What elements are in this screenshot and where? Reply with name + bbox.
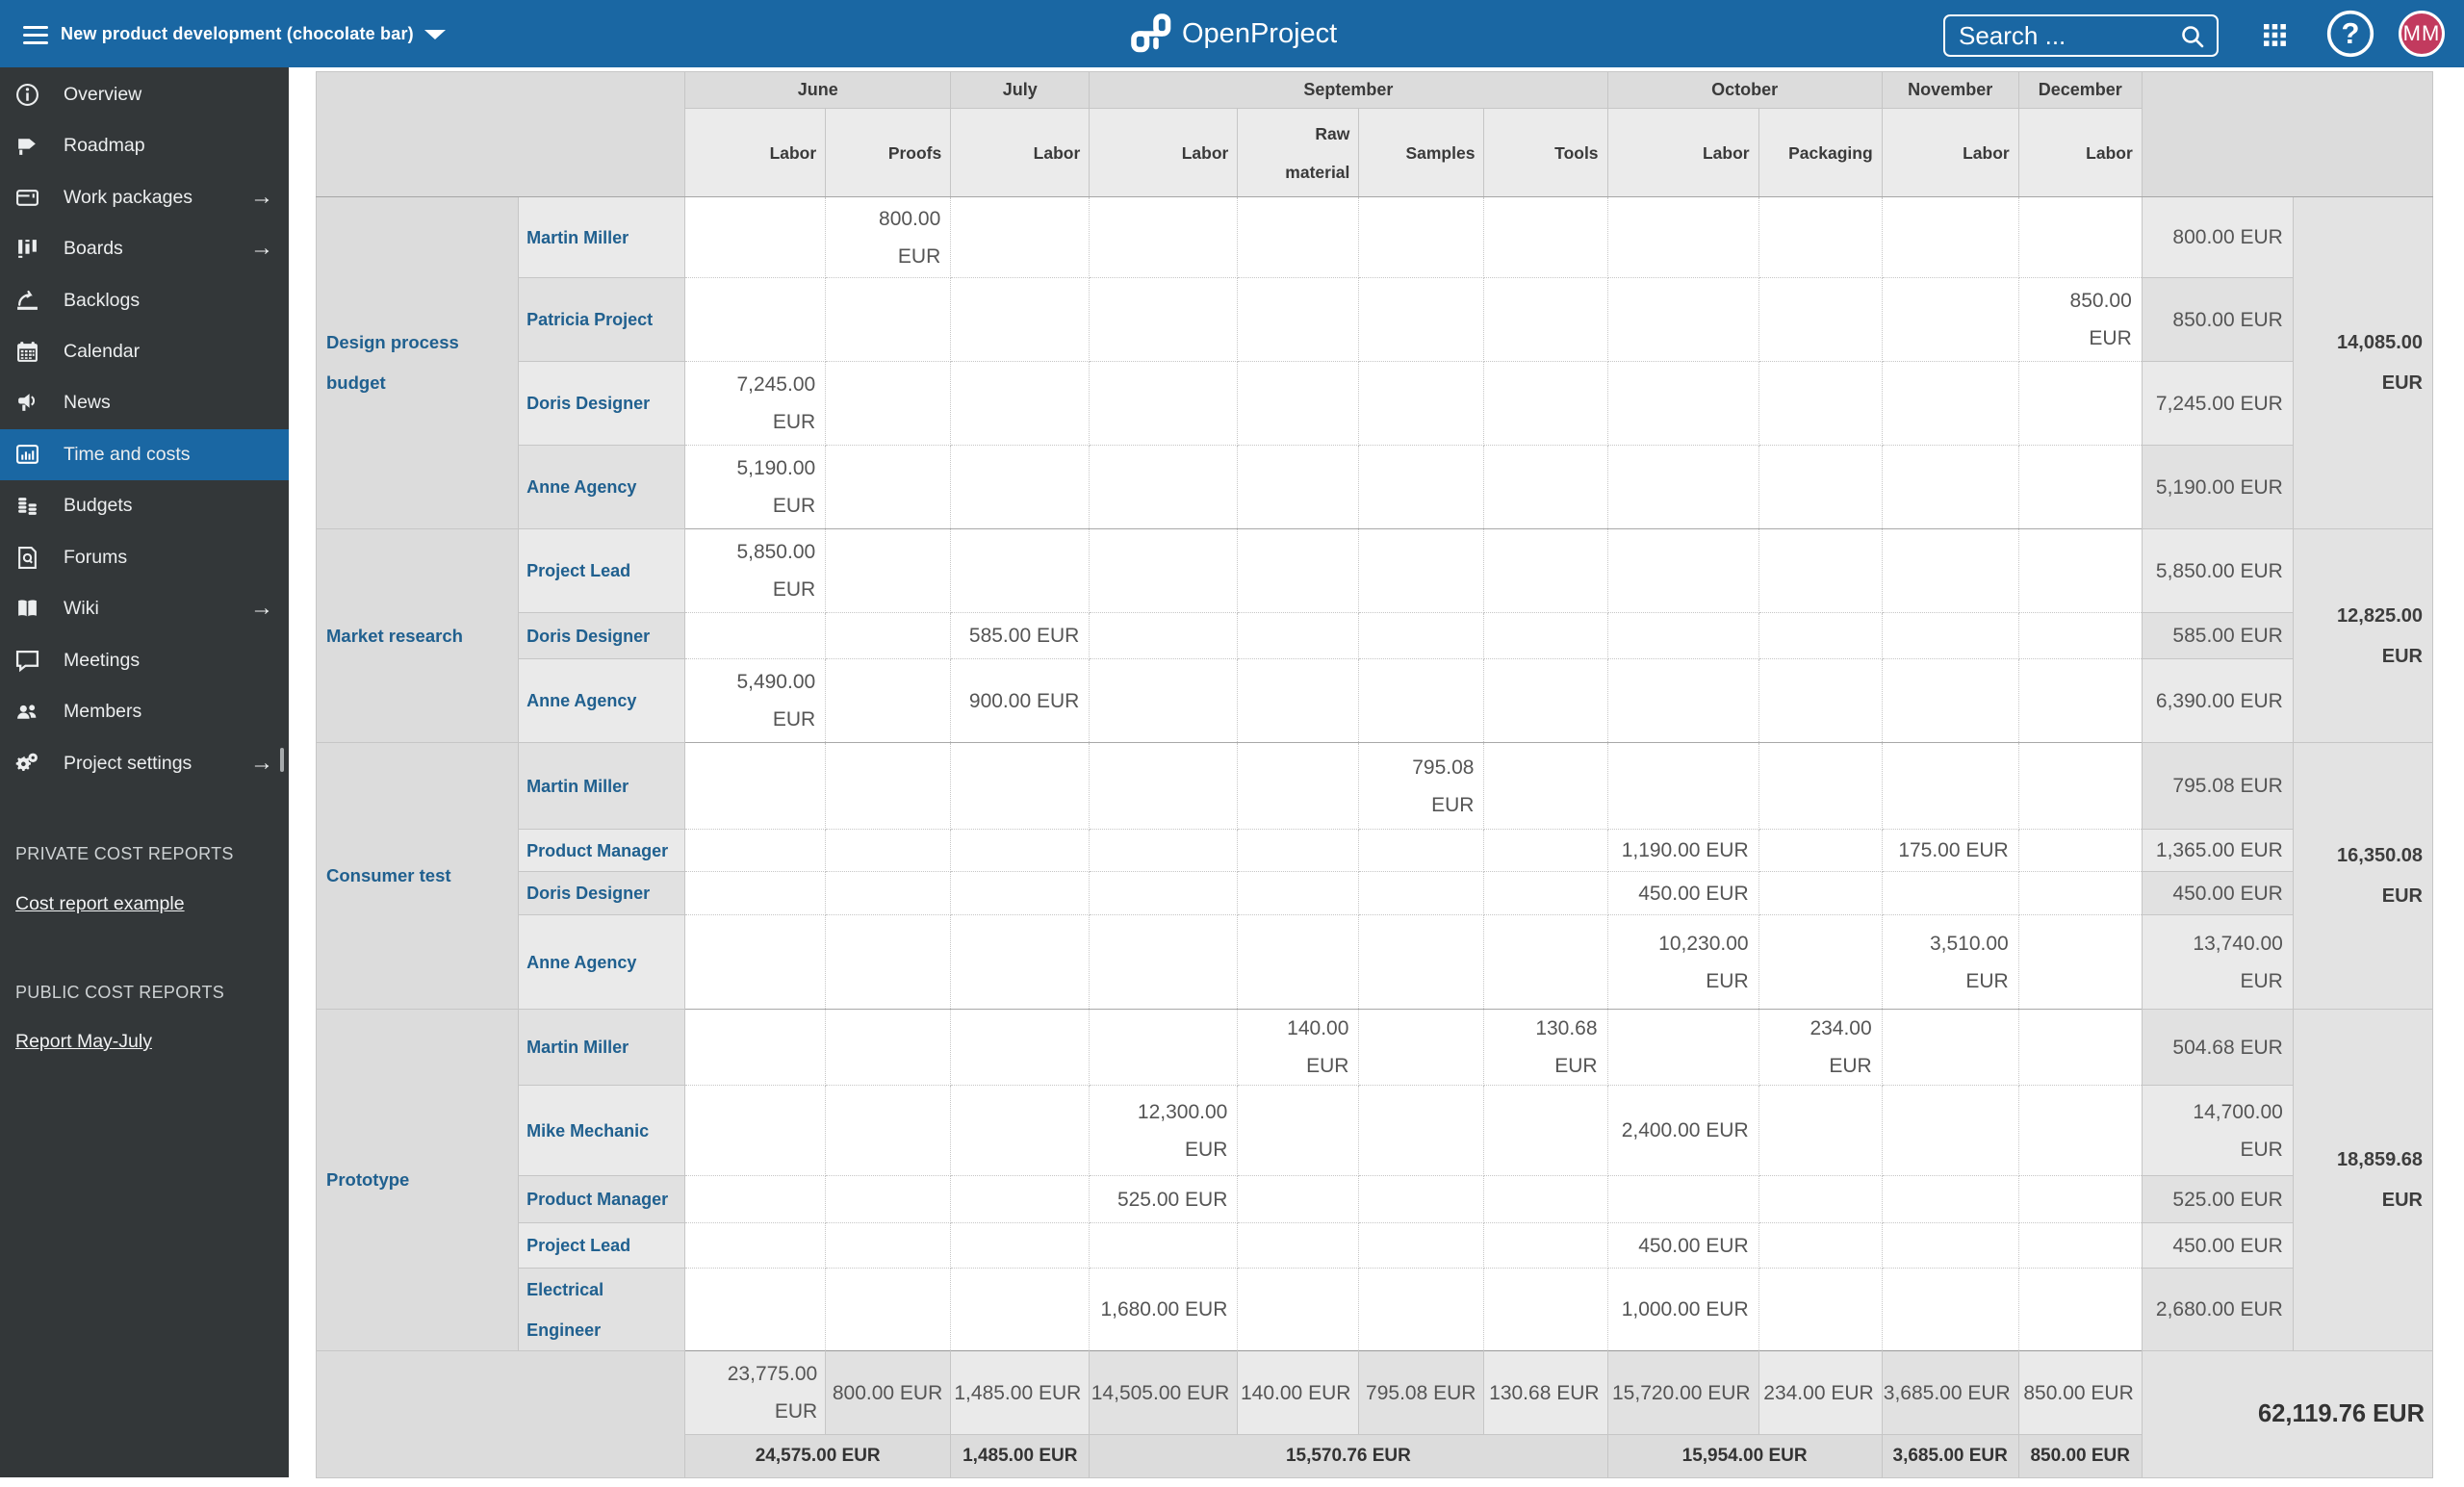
svg-text:?: ? [2342, 16, 2360, 50]
